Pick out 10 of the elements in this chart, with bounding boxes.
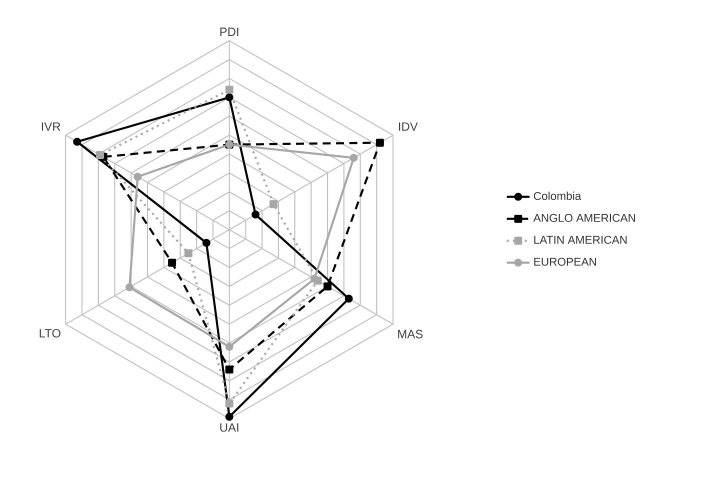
spoke-label: MAS	[398, 330, 423, 338]
spoke-label: LTO	[40, 328, 60, 338]
spoke-label: IDV	[398, 122, 418, 131]
spoke-label: UAI	[220, 423, 238, 432]
spoke-label: IVR	[42, 122, 60, 131]
legend-label: EUROPEAN	[534, 258, 596, 266]
spoke-label: PDI	[220, 28, 238, 36]
legend-label: LATIN AMERICAN	[534, 236, 627, 244]
legend-label: ANGLO AMERICAN	[533, 214, 636, 222]
legend-label: Colombia	[534, 192, 582, 200]
